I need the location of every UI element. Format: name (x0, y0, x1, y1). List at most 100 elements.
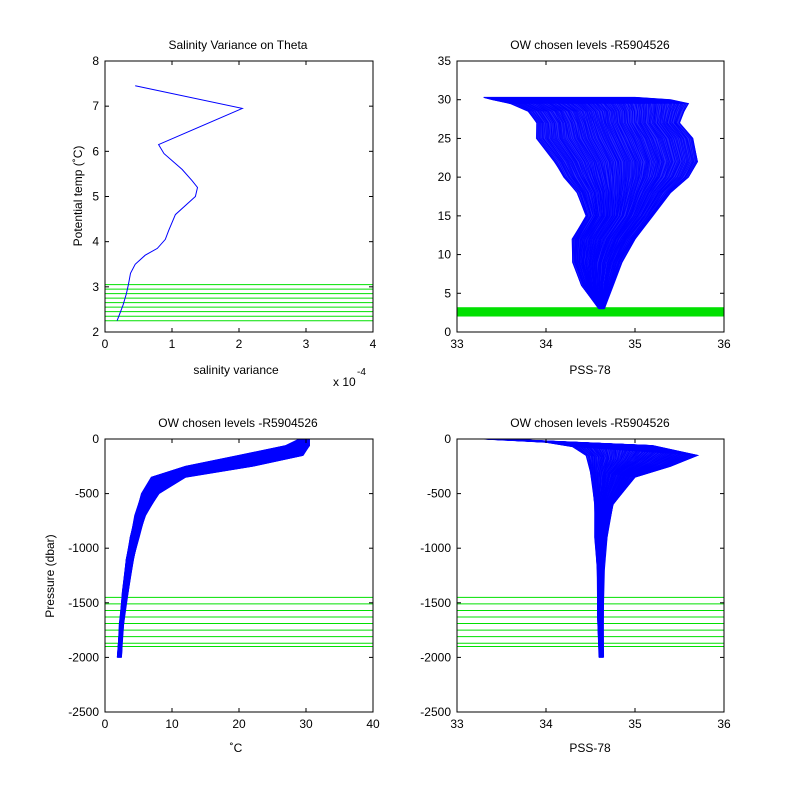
profile-line (489, 97, 600, 309)
x-tick-label: 40 (366, 717, 380, 731)
x-tick-label: 20 (232, 717, 246, 731)
profile-line (603, 97, 689, 309)
y-tick-label: 2 (92, 325, 99, 339)
x-tick-label: 35 (628, 337, 642, 351)
profile-line (602, 97, 669, 309)
x-axis-label: ˚C (230, 741, 243, 755)
y-tick-label: -1000 (420, 541, 451, 555)
profile-line (604, 97, 698, 309)
profile-line (601, 97, 668, 309)
profile-line (554, 97, 622, 309)
x-tick-label: 10 (165, 717, 179, 731)
y-tick-label: 5 (444, 286, 451, 300)
y-tick-label: -2000 (68, 650, 99, 664)
profile-line (526, 97, 605, 309)
profile-line (602, 97, 681, 309)
profile-line (539, 97, 612, 309)
y-tick-label: 4 (92, 235, 99, 249)
profile-line (121, 439, 310, 658)
x-exponent-power: -4 (357, 367, 366, 378)
profile-line (602, 97, 670, 309)
profile-line (499, 97, 600, 309)
plot-area: 0 1 2 3 4 2 3 4 5 6 7 8 (92, 54, 376, 351)
profile-line (495, 97, 601, 310)
axes-frame (456, 60, 725, 333)
profile-line (516, 97, 601, 309)
y-tick-label: -500 (75, 487, 99, 501)
profile-line (551, 97, 621, 309)
profile-line (591, 97, 658, 309)
y-tick-label: -500 (427, 487, 451, 501)
y-tick-label: 8 (92, 54, 99, 68)
y-axis-label: Pressure (dbar) (43, 534, 57, 617)
y-tick-label: 6 (92, 144, 99, 158)
x-tick-label: 0 (102, 337, 109, 351)
y-tick-label: 20 (438, 170, 452, 184)
y-tick-label: 25 (438, 131, 452, 145)
chosen-levels-band (457, 307, 724, 317)
profile-line (604, 97, 697, 309)
x-tick-label: 36 (717, 717, 731, 731)
y-tick-label: -1500 (420, 596, 451, 610)
profile-line (564, 97, 632, 309)
profile-line (513, 97, 600, 309)
axes-frame (456, 438, 725, 713)
profile-line (499, 97, 601, 310)
profile-line (597, 97, 663, 309)
x-tick-label: 34 (539, 337, 553, 351)
profile-line (602, 97, 678, 309)
profile-line (593, 97, 659, 309)
profile-line (546, 97, 617, 309)
profile-line (489, 97, 600, 309)
profile-line (564, 97, 631, 309)
data-layer (457, 96, 724, 317)
profile-line (599, 97, 664, 309)
data-layer (457, 439, 724, 658)
x-tick-label: 4 (370, 337, 377, 351)
y-axis-label: Potential temp (˚C) (71, 146, 85, 247)
profile-line (603, 97, 676, 309)
data-layer (105, 439, 373, 658)
y-tick-label: 0 (444, 325, 451, 339)
profile-line (509, 97, 602, 309)
y-tick-label: 15 (438, 209, 452, 223)
profile-line (603, 97, 684, 309)
y-tick-label: -2500 (420, 705, 451, 719)
series-line (116, 85, 244, 321)
y-tick-label: -1000 (68, 541, 99, 555)
profile-line (547, 97, 617, 309)
profile-line (519, 97, 603, 309)
x-tick-label: 30 (299, 717, 313, 731)
profile-line (603, 97, 683, 309)
profile-line (583, 97, 650, 309)
x-axis-label: PSS-78 (569, 363, 611, 377)
x-tick-label: 33 (450, 717, 464, 731)
x-tick-label: 2 (236, 337, 243, 351)
profile-line (603, 97, 693, 309)
profile-line (568, 97, 637, 309)
profile-line (573, 97, 640, 309)
y-tick-label: -1500 (68, 596, 99, 610)
profile-line (504, 97, 601, 309)
x-tick-label: 36 (717, 337, 731, 351)
profile-line (542, 97, 614, 309)
x-tick-label: 0 (102, 717, 109, 731)
profile-line (486, 97, 600, 310)
chart-title: OW chosen levels -R5904526 (510, 416, 670, 430)
panel-salinity-variance-on-theta: Salinity Variance on Theta 0 1 2 3 42345678 … (71, 38, 377, 389)
x-tick-label: 33 (450, 337, 464, 351)
profile-line (502, 439, 700, 658)
profile-line (580, 97, 647, 309)
profile-line (578, 97, 644, 309)
profile-line (603, 97, 687, 309)
profile-line (524, 97, 604, 309)
profile-line (588, 97, 655, 309)
plot-area: 33 34 35 36 -2500 -2000 -1500 -1000 -500 0 (420, 432, 731, 731)
x-axis-label: salinity variance (193, 363, 279, 377)
chart-title: Salinity Variance on Theta (169, 38, 308, 52)
y-tick-label: 3 (92, 280, 99, 294)
x-exponent-base: x 10 (333, 375, 356, 389)
y-tick-label: 0 (92, 432, 99, 446)
y-tick-label: 30 (438, 93, 452, 107)
